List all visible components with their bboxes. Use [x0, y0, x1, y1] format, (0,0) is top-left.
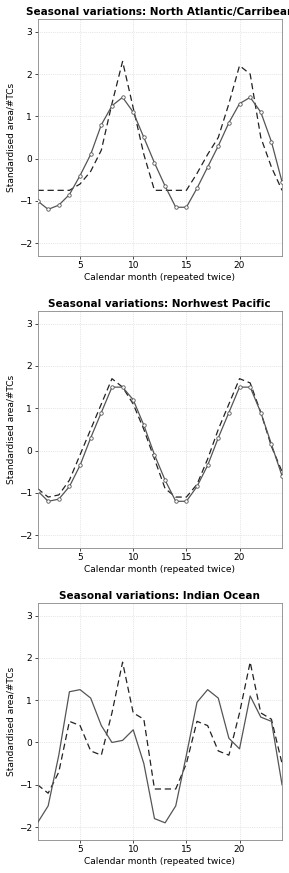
Title: Seasonal variations: Indian Ocean: Seasonal variations: Indian Ocean [59, 591, 260, 601]
Title: Seasonal variations: Norhwest Pacific: Seasonal variations: Norhwest Pacific [49, 299, 271, 309]
Y-axis label: Standardised area/#TCs: Standardised area/#TCs [7, 375, 16, 484]
Title: Seasonal variations: North Atlantic/Carribean: Seasonal variations: North Atlantic/Carr… [26, 7, 289, 17]
Y-axis label: Standardised area/#TCs: Standardised area/#TCs [7, 667, 16, 776]
Y-axis label: Standardised area/#TCs: Standardised area/#TCs [7, 83, 16, 192]
X-axis label: Calendar month (repeated twice): Calendar month (repeated twice) [84, 857, 235, 866]
X-axis label: Calendar month (repeated twice): Calendar month (repeated twice) [84, 565, 235, 574]
X-axis label: Calendar month (repeated twice): Calendar month (repeated twice) [84, 273, 235, 282]
